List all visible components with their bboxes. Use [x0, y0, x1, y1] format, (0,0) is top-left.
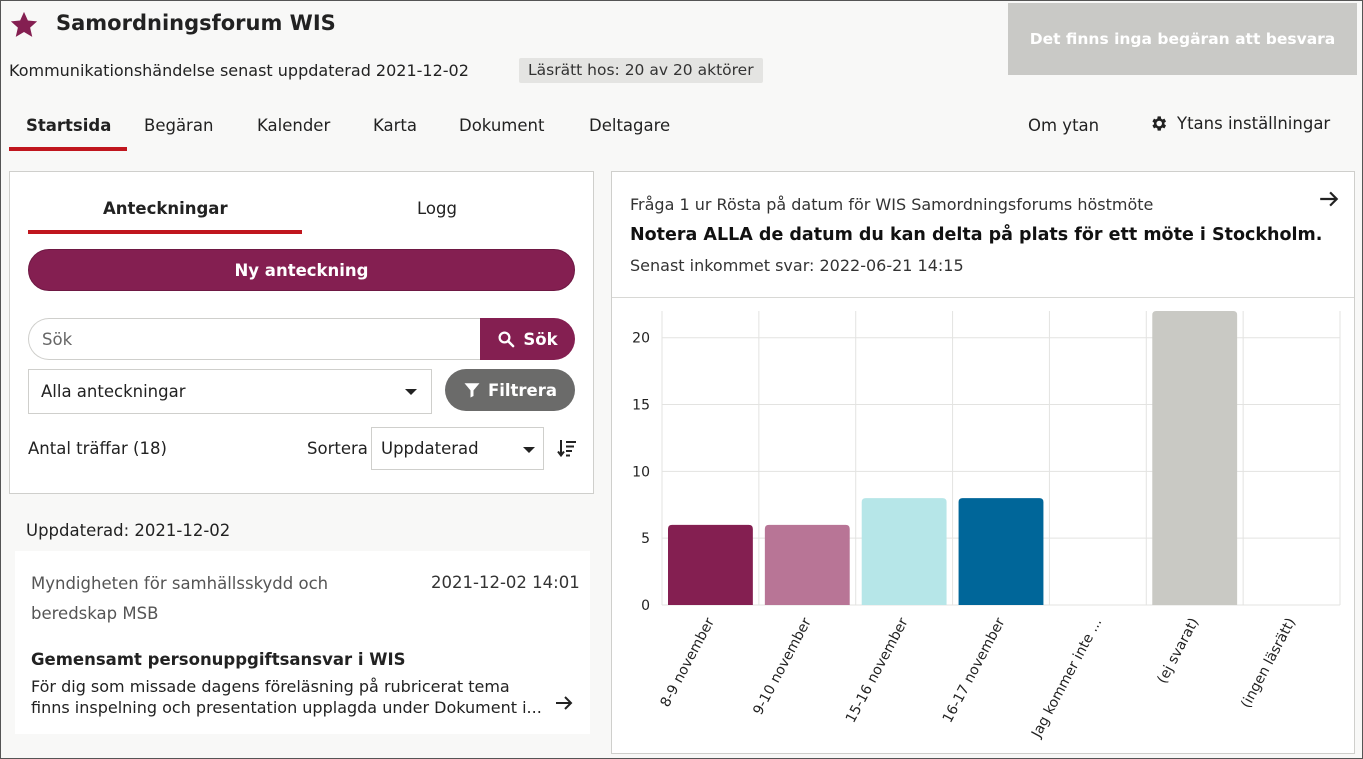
- y-tick-label: 20: [632, 331, 650, 347]
- search-icon: [498, 331, 515, 348]
- notes-filter-select[interactable]: Alla anteckningar: [28, 369, 432, 414]
- arrow-right-icon[interactable]: [554, 693, 574, 713]
- search-button[interactable]: Sök: [480, 318, 575, 360]
- tab-startsida[interactable]: Startsida: [26, 116, 112, 135]
- search-input[interactable]: [28, 318, 483, 360]
- tab-kalender[interactable]: Kalender: [257, 116, 331, 135]
- y-tick-label: 0: [641, 598, 650, 614]
- x-tick-label: 9-10 november: [750, 615, 815, 718]
- filter-icon: [464, 383, 480, 398]
- sort-value: Uppdaterad: [381, 439, 479, 458]
- chevron-down-icon: [523, 447, 535, 453]
- tab-karta[interactable]: Karta: [373, 116, 418, 135]
- note-author: Myndigheten för samhällsskydd och bereds…: [31, 574, 329, 623]
- sort-label: Sortera: [307, 439, 368, 458]
- note-excerpt-line-2: finns inspelning och presentation upplag…: [31, 698, 542, 717]
- active-tab-indicator: [9, 147, 127, 151]
- access-badge: Läsrätt hos: 20 av 20 aktörer: [519, 58, 763, 83]
- chart-bar[interactable]: [1152, 311, 1238, 605]
- settings-link[interactable]: Ytans inställningar: [1149, 114, 1330, 133]
- answers-bar-chart: 0 5 10 15 20 8-9 november 9-10 november 15-16 n…: [632, 311, 1341, 741]
- hits-count: Antal träffar (18): [28, 439, 167, 458]
- tab-anteckningar[interactable]: Anteckningar: [103, 199, 228, 218]
- chevron-down-icon: [405, 389, 417, 395]
- note-date: 2021-12-02 14:01: [431, 573, 580, 592]
- requests-button[interactable]: Det finns inga begäran att besvara: [1008, 3, 1357, 75]
- sort-select[interactable]: Uppdaterad: [371, 427, 544, 470]
- sort-direction-icon[interactable]: [557, 438, 577, 458]
- chart-bar[interactable]: [861, 498, 947, 605]
- chart-bar[interactable]: [764, 524, 850, 605]
- updated-heading: Uppdaterad: 2021-12-02: [26, 521, 231, 540]
- tab-dokument[interactable]: Dokument: [459, 116, 545, 135]
- question-source: Fråga 1 ur Rösta på datum för WIS Samord…: [630, 195, 1154, 214]
- tab-logg[interactable]: Logg: [417, 199, 457, 218]
- note-card[interactable]: [15, 551, 590, 734]
- question-title: Notera ALLA de datum du kan delta på pla…: [630, 225, 1323, 245]
- y-tick-label: 5: [641, 531, 650, 547]
- note-excerpt-line-1: För dig som missade dagens föreläsning p…: [31, 677, 510, 696]
- x-tick-label: (ej svarat): [1154, 615, 1202, 686]
- tab-deltagare[interactable]: Deltagare: [589, 116, 671, 135]
- panel-divider: [612, 297, 1354, 298]
- notes-filter-value: Alla anteckningar: [41, 382, 186, 401]
- settings-label: Ytans inställningar: [1177, 114, 1331, 133]
- x-tick-label: 15-16 november: [843, 615, 912, 725]
- x-tick-label: 8-9 november: [658, 615, 719, 710]
- y-tick-label: 15: [632, 398, 650, 414]
- favorite-star-icon[interactable]: [9, 10, 39, 40]
- filter-button-label: Filtrera: [487, 380, 558, 400]
- y-tick-label: 10: [632, 464, 650, 480]
- active-subtab-indicator: [28, 230, 302, 234]
- note-title: Gemensamt personuppgiftsansvar i WIS: [31, 650, 406, 669]
- chart-bar[interactable]: [668, 524, 753, 605]
- search-button-label: Sök: [523, 329, 558, 349]
- page-title: Samordningsforum WIS: [56, 11, 336, 35]
- last-updated-text: Kommunikationshändelse senast uppdaterad…: [9, 61, 469, 80]
- x-tick-label: 16-17 november: [940, 615, 1009, 725]
- note-excerpt: För dig som missade dagens föreläsning p…: [31, 676, 554, 718]
- new-note-button[interactable]: Ny anteckning: [28, 249, 575, 291]
- tab-begaran[interactable]: Begäran: [144, 116, 214, 135]
- last-answer-text: Senast inkommet svar: 2022-06-21 14:15: [630, 256, 964, 275]
- arrow-right-icon[interactable]: [1318, 188, 1340, 210]
- gear-icon: [1152, 116, 1167, 131]
- about-link[interactable]: Om ytan: [1028, 116, 1100, 135]
- x-tick-label: Jag kommer inte ...: [1028, 615, 1105, 741]
- x-tick-label: (ingen läsrätt): [1238, 615, 1299, 710]
- chart-bar[interactable]: [958, 498, 1044, 605]
- filter-button[interactable]: Filtrera: [445, 369, 575, 411]
